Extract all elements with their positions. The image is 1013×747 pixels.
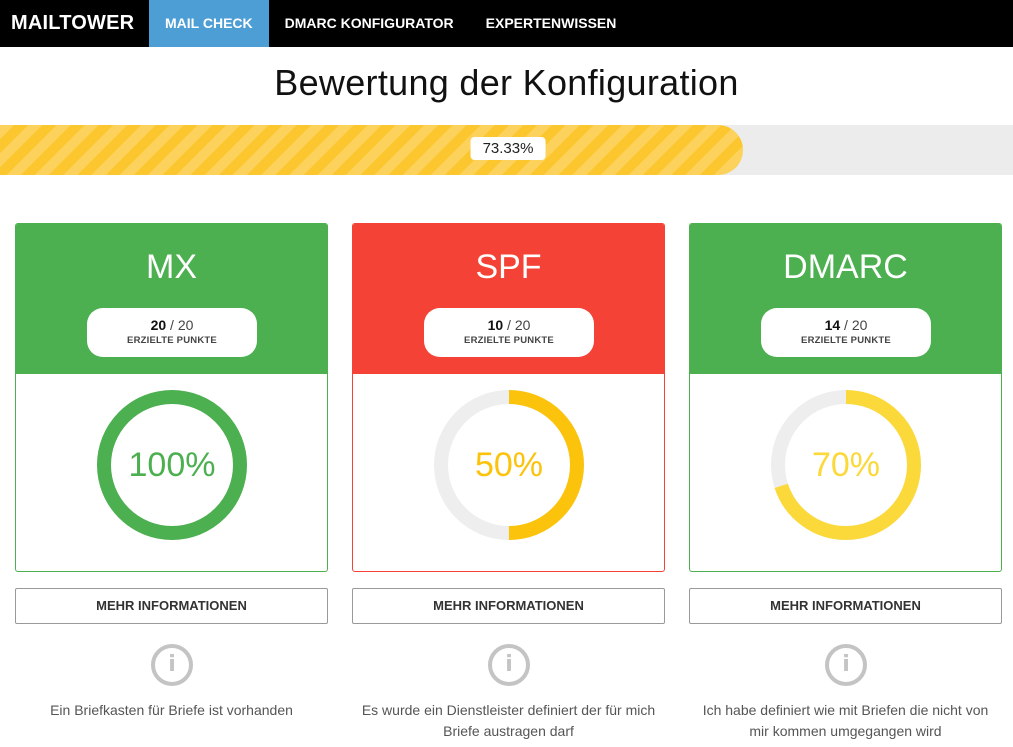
points-badge: 14 / 20 ERZIELTE PUNKTE	[761, 308, 931, 357]
card-title: SPF	[475, 248, 542, 286]
score-card-spf: SPF 10 / 20 ERZIELTE PUNKTE 50%	[352, 223, 665, 572]
top-navbar: MAILTOWER MAIL CHECK DMARC KONFIGURATOR …	[0, 0, 1013, 47]
info-icon: i	[151, 644, 193, 686]
card-header: DMARC 14 / 20 ERZIELTE PUNKTE	[690, 224, 1001, 374]
nav-item-dmarc-konfigurator[interactable]: DMARC KONFIGURATOR	[284, 15, 454, 31]
score-card-dmarc: DMARC 14 / 20 ERZIELTE PUNKTE 70%	[689, 223, 1002, 572]
card-header: SPF 10 / 20 ERZIELTE PUNKTE	[353, 224, 664, 374]
points-caption: ERZIELTE PUNKTE	[127, 335, 217, 346]
points-max: 20	[514, 317, 531, 333]
page-title: Bewertung der Konfiguration	[274, 62, 739, 103]
percent-ring: 70%	[771, 390, 921, 540]
info-icon: i	[488, 644, 530, 686]
nav-item-expertenwissen[interactable]: EXPERTENWISSEN	[485, 15, 617, 31]
progress-label: 73.33%	[470, 137, 546, 160]
card-title: DMARC	[783, 248, 908, 286]
points-badge: 20 / 20 ERZIELTE PUNKTE	[87, 308, 257, 357]
percent-label: 70%	[811, 446, 881, 484]
description-mx: Ein Briefkasten für Briefe ist vorhanden	[50, 702, 293, 718]
points-caption: ERZIELTE PUNKTE	[801, 335, 891, 346]
info-icon: i	[825, 644, 867, 686]
nav-item-mail-check[interactable]: MAIL CHECK	[149, 0, 269, 47]
progress-bar-fill	[0, 125, 743, 175]
percent-label: 100%	[128, 446, 216, 484]
brand-logo[interactable]: MAILTOWER	[11, 12, 135, 34]
ring-progress-arc	[434, 390, 584, 540]
points-achieved: 10	[487, 317, 504, 333]
description-dmarc: Ich habe definiert wie mit Briefen die n…	[702, 702, 989, 739]
percent-label: 50%	[474, 446, 544, 484]
percent-ring: 50%	[434, 390, 584, 540]
percent-ring: 100%	[97, 390, 247, 540]
points-line: 14 / 20	[824, 317, 868, 333]
ring-progress-arc	[771, 390, 921, 540]
points-line: 10 / 20	[487, 317, 531, 333]
more-info-button-dmarc[interactable]: MEHR INFORMATIONEN	[689, 588, 1002, 624]
points-achieved: 20	[150, 317, 167, 333]
points-caption: ERZIELTE PUNKTE	[464, 335, 554, 346]
points-max: 20	[851, 317, 868, 333]
points-achieved: 14	[824, 317, 841, 333]
more-info-button-mx[interactable]: MEHR INFORMATIONEN	[15, 588, 328, 624]
description-spf: Es wurde ein Dienstleister definiert der…	[361, 702, 656, 739]
card-title: MX	[146, 248, 197, 286]
overall-progress-bar: 73.33%	[0, 125, 1013, 175]
card-header: MX 20 / 20 ERZIELTE PUNKTE	[16, 224, 327, 374]
points-line: 20 / 20	[150, 317, 194, 333]
points-badge: 10 / 20 ERZIELTE PUNKTE	[424, 308, 594, 357]
score-card-mx: MX 20 / 20 ERZIELTE PUNKTE 100%	[15, 223, 328, 572]
points-max: 20	[177, 317, 194, 333]
ring-progress-arc	[97, 390, 247, 540]
more-info-button-spf[interactable]: MEHR INFORMATIONEN	[352, 588, 665, 624]
